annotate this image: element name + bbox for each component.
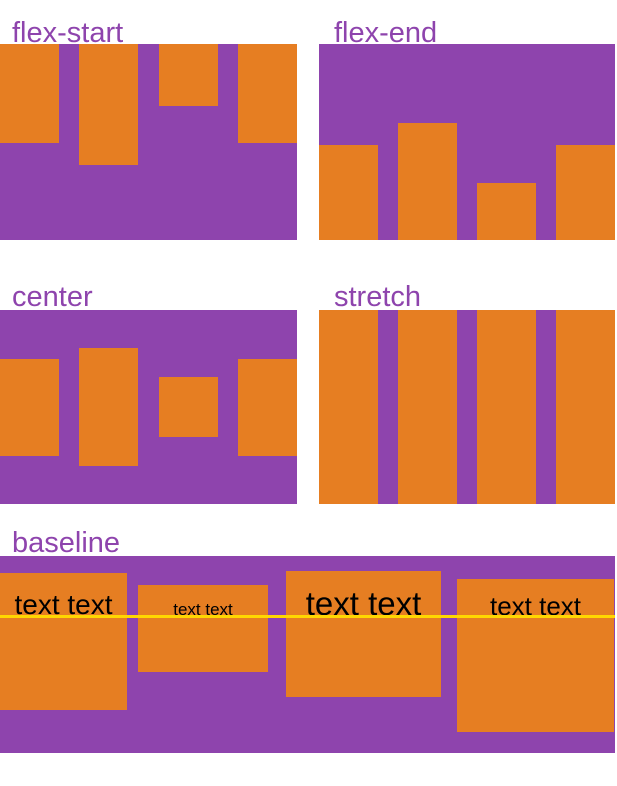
flex-item <box>398 123 457 240</box>
flex-item <box>398 310 457 504</box>
flex-item-with-text: text text <box>286 571 441 697</box>
item-label: text text <box>14 589 113 620</box>
panel-title-center: center <box>12 281 93 313</box>
panel-title-flex-start: flex-start <box>12 17 124 49</box>
flex-item <box>477 183 536 240</box>
flex-item <box>0 44 59 143</box>
flex-item <box>158 377 218 437</box>
flex-item <box>319 145 378 240</box>
flex-item <box>237 358 297 456</box>
item-label: text text <box>305 585 422 622</box>
flex-item <box>556 310 615 504</box>
flex-item <box>319 310 378 504</box>
flex-item <box>237 44 297 143</box>
panel-title-stretch: stretch <box>334 281 422 313</box>
item-label: text text <box>489 591 582 621</box>
panel-title-flex-end: flex-end <box>334 17 438 49</box>
flex-item <box>158 44 218 106</box>
flex-container-flex-start <box>0 44 297 240</box>
flex-container-center <box>0 310 297 504</box>
flex-item <box>477 310 536 504</box>
baseline-indicator-line <box>0 615 615 618</box>
panel-title-baseline: baseline <box>12 527 121 559</box>
flex-container-flex-end <box>319 44 615 240</box>
flex-item <box>0 358 59 456</box>
flex-item <box>556 145 615 240</box>
flex-item-with-text: text text <box>0 573 127 710</box>
item-label: text text <box>173 600 233 619</box>
flex-item <box>79 44 139 165</box>
flex-container-stretch <box>319 310 615 504</box>
flex-item-with-text: text text <box>457 579 614 732</box>
flex-item <box>79 348 139 466</box>
flex-container-baseline: text text text text text text text text <box>0 556 615 753</box>
flex-item-with-text: text text <box>138 585 268 672</box>
